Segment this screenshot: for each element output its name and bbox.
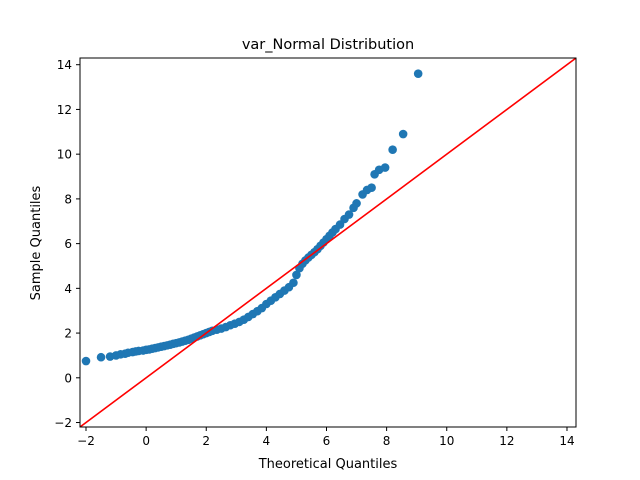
- x-tick-label: 8: [383, 434, 391, 448]
- x-tick-label: 12: [499, 434, 514, 448]
- x-tick-label: 14: [559, 434, 574, 448]
- x-tick-label: 6: [323, 434, 331, 448]
- data-point: [292, 270, 301, 280]
- x-tick-label: 2: [202, 434, 210, 448]
- data-point: [289, 278, 298, 288]
- data-point: [344, 210, 354, 219]
- data-point: [352, 199, 361, 208]
- y-tick-label: 14: [57, 58, 72, 72]
- x-tick-label: 10: [439, 434, 454, 448]
- data-point: [367, 183, 376, 193]
- data-point: [398, 129, 408, 139]
- data-point: [388, 145, 397, 154]
- axes-frame: [79, 57, 577, 428]
- y-tick-label: −2: [54, 416, 72, 430]
- y-tick-label: 12: [57, 103, 72, 117]
- x-axis-label: Theoretical Quantiles: [258, 457, 398, 472]
- plot-area: −2 0 2 4 6 8 10 12 14 −2 0 2 4 6 8 10 12 14: [54, 57, 577, 448]
- data-point: [96, 352, 106, 362]
- x-tick-label: −2: [77, 434, 95, 448]
- data-point: [413, 69, 423, 78]
- y-tick-label: 6: [64, 237, 72, 251]
- y-tick-label: 10: [57, 148, 72, 162]
- reference-line: [80, 58, 576, 427]
- x-tick-label: 0: [142, 434, 150, 448]
- x-tick-label: 4: [263, 434, 271, 448]
- y-tick-label: 8: [64, 192, 72, 206]
- data-point: [380, 163, 390, 172]
- y-tick-label: 2: [64, 327, 72, 341]
- y-tick-label: 4: [64, 282, 72, 296]
- y-axis-label: Sample Quantiles: [29, 185, 44, 300]
- y-tick-label: 0: [64, 371, 72, 385]
- data-point: [81, 356, 91, 366]
- chart-title: var_Normal Distribution: [242, 37, 414, 53]
